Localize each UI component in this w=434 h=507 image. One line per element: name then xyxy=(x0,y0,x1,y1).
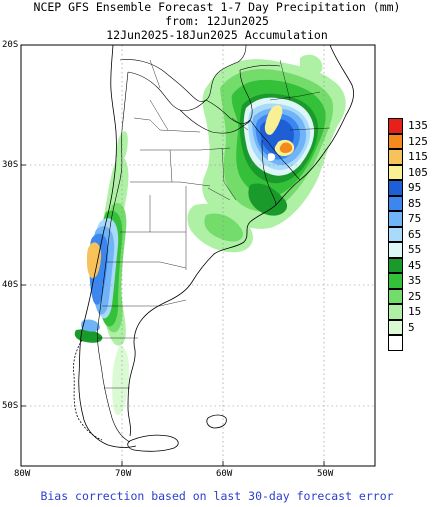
legend-swatch xyxy=(388,180,403,196)
chile-archipelago xyxy=(73,339,103,441)
legend-swatch xyxy=(388,304,403,320)
precip-chiloe-blue xyxy=(81,319,100,332)
country-borders xyxy=(97,44,301,443)
falkland-islands-coast xyxy=(206,414,227,429)
province-border xyxy=(149,59,161,89)
legend-swatch xyxy=(388,335,403,351)
legend-swatch xyxy=(388,319,403,335)
precipitation-fields xyxy=(74,54,346,416)
state-border xyxy=(279,59,291,101)
legend-swatch xyxy=(388,211,403,227)
uruguay-border xyxy=(261,139,277,206)
legend-label: 85 xyxy=(408,196,422,210)
province-border xyxy=(106,261,187,269)
province-border xyxy=(221,147,237,201)
east-coastline xyxy=(127,44,354,437)
state-border xyxy=(289,127,331,131)
legend-swatch xyxy=(388,273,403,289)
lon-label-80w: 80W xyxy=(14,469,31,479)
lon-label-60w: 60W xyxy=(216,469,233,479)
legend-label: 115 xyxy=(408,150,428,163)
province-border xyxy=(140,147,231,151)
legend-label: 135 xyxy=(408,119,428,132)
legend-label: 5 xyxy=(408,320,415,334)
province-border xyxy=(102,299,187,307)
map-title: NCEP GFS Ensemble Forecast 1-7 Day Preci… xyxy=(33,0,401,14)
legend-swatch xyxy=(388,242,403,258)
forecast-init-date: from: 12Jun2025 xyxy=(165,14,269,28)
accumulation-period: 12Jun2025-18Jun2025 Accumulation xyxy=(106,28,328,42)
province-borders xyxy=(98,59,331,389)
lat-label-20s: 20S xyxy=(2,40,19,50)
province-border xyxy=(231,117,249,131)
lat-label-40s: 40S xyxy=(2,280,19,290)
bias-correction-note: Bias correction based on last 30-day for… xyxy=(40,489,394,503)
legend-label: 95 xyxy=(408,181,422,194)
legend-label: 35 xyxy=(408,274,422,287)
legend-label: 65 xyxy=(408,227,422,241)
legend-swatch xyxy=(388,118,403,134)
province-border xyxy=(133,117,161,131)
west-coastline xyxy=(78,44,137,448)
legend-swatch xyxy=(388,149,403,165)
state-border xyxy=(269,91,321,101)
precip-patagonia-light xyxy=(112,345,130,416)
precip-andes-orange xyxy=(87,242,102,279)
lon-label-70w: 70W xyxy=(115,469,132,479)
paraguay-argentina-border xyxy=(179,109,251,134)
legend-swatch xyxy=(388,288,403,304)
legend-label: 55 xyxy=(408,243,422,256)
legend-swatch xyxy=(388,257,403,273)
lat-label-30s: 30S xyxy=(2,160,19,170)
precip-north-chile xyxy=(116,131,128,162)
legend-swatch xyxy=(388,133,403,149)
brazil-argentina-border xyxy=(249,119,301,181)
tierra-del-fuego-coast xyxy=(127,434,179,452)
legend-swatch xyxy=(388,164,403,180)
province-border xyxy=(149,99,169,131)
coastlines xyxy=(73,44,354,452)
legend-label: 125 xyxy=(408,134,428,148)
lon-label-50w: 50W xyxy=(317,469,334,479)
province-border xyxy=(159,129,201,133)
graticule xyxy=(21,45,375,466)
legend-swatch xyxy=(388,226,403,242)
legend-label: 25 xyxy=(408,289,422,303)
province-border xyxy=(130,181,211,187)
precip-brazil-orange xyxy=(279,142,293,153)
legend-label: 45 xyxy=(408,258,422,272)
argentina-chile-border xyxy=(97,71,131,443)
map-frame xyxy=(20,44,376,467)
precip-mesopotamia-yellow xyxy=(264,105,283,135)
precip-north-light xyxy=(300,54,323,76)
province-border xyxy=(207,187,231,201)
precip-buenos-aires-medium xyxy=(204,213,243,242)
bolivia-argentina-border xyxy=(127,71,207,111)
province-border xyxy=(169,149,173,183)
brazil-paraguay-border xyxy=(239,64,281,71)
legend-label: 75 xyxy=(408,212,422,225)
legend-label: 15 xyxy=(408,305,422,318)
legend-label: 105 xyxy=(408,165,428,179)
legend-swatch xyxy=(388,195,403,211)
precip-uruguay-darkest xyxy=(248,183,288,216)
precip-gap-white xyxy=(268,153,276,162)
lat-label-50s: 50S xyxy=(2,401,19,411)
